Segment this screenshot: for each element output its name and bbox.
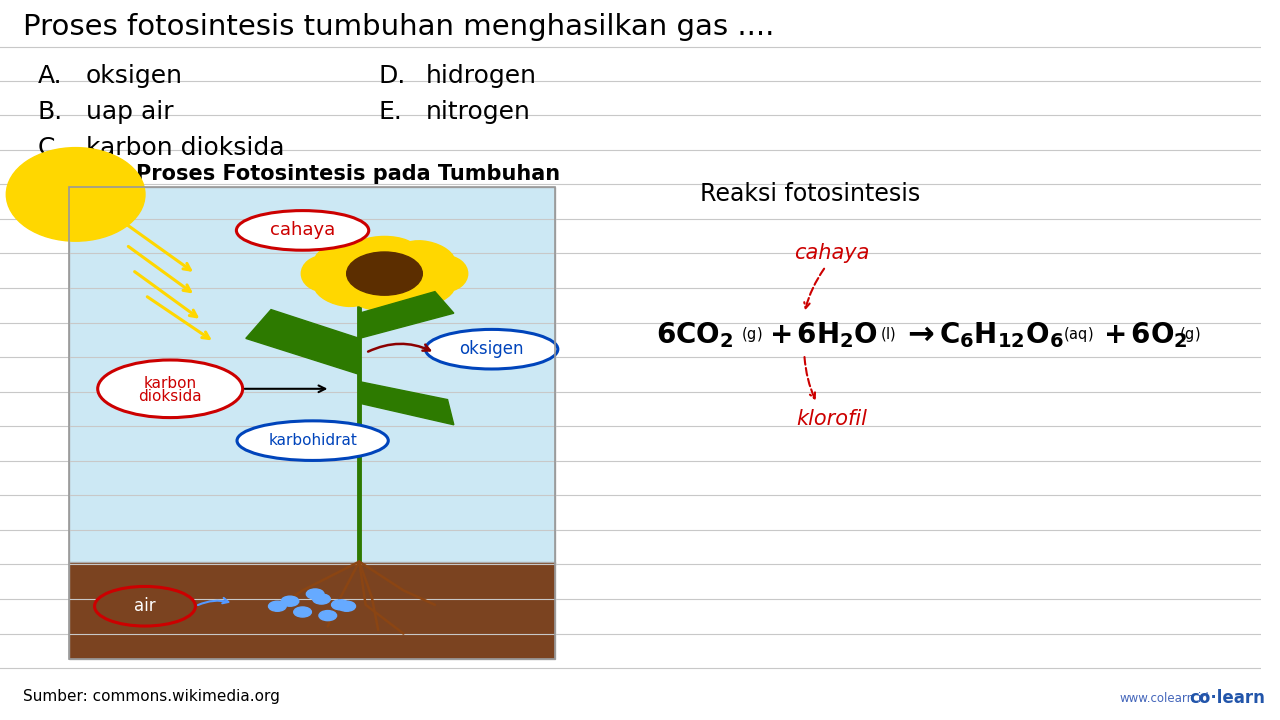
Circle shape [269, 601, 287, 611]
Text: $\mathbf{6CO_2}$: $\mathbf{6CO_2}$ [655, 320, 733, 350]
Circle shape [332, 600, 349, 610]
Text: $\mathbf{C_6H_{12}O_6}$: $\mathbf{C_6H_{12}O_6}$ [940, 320, 1064, 350]
Text: Reaksi fotosintesis: Reaksi fotosintesis [700, 182, 920, 207]
Text: C.: C. [38, 135, 63, 160]
Ellipse shape [425, 330, 558, 369]
Text: air: air [134, 598, 156, 615]
Text: dioksida: dioksida [138, 389, 202, 403]
Ellipse shape [314, 240, 369, 272]
Text: karbohidrat: karbohidrat [269, 433, 357, 448]
Text: $\mathsf{_{(l)}}$: $\mathsf{_{(l)}}$ [879, 325, 896, 345]
Text: Proses fotosintesis tumbuhan menghasilkan gas ....: Proses fotosintesis tumbuhan menghasilka… [23, 14, 774, 41]
Text: uap air: uap air [86, 99, 173, 124]
Circle shape [319, 611, 337, 621]
Text: $\mathbf{\rightarrow}$: $\mathbf{\rightarrow}$ [901, 319, 934, 351]
Ellipse shape [353, 236, 416, 262]
Polygon shape [360, 382, 454, 425]
Text: klorofil: klorofil [796, 409, 868, 429]
Text: co·learn: co·learn [1189, 690, 1265, 707]
Text: oksigen: oksigen [86, 63, 183, 88]
Text: cahaya: cahaya [270, 222, 335, 239]
Circle shape [306, 589, 324, 599]
Text: oksigen: oksigen [460, 341, 524, 359]
Circle shape [312, 594, 330, 604]
Ellipse shape [399, 240, 454, 272]
Text: $\mathsf{_{(aq)}}$: $\mathsf{_{(aq)}}$ [1062, 325, 1093, 345]
Ellipse shape [6, 148, 145, 241]
Text: $\mathsf{_{(g)}}$: $\mathsf{_{(g)}}$ [741, 325, 763, 345]
Text: $\mathsf{_{(g)}}$: $\mathsf{_{(g)}}$ [1179, 325, 1201, 345]
Text: nitrogen: nitrogen [426, 99, 531, 124]
Ellipse shape [353, 285, 416, 311]
Text: B.: B. [38, 99, 63, 124]
Polygon shape [360, 292, 454, 338]
Circle shape [293, 607, 311, 617]
Text: cahaya: cahaya [795, 243, 869, 264]
Text: www.colearn.id: www.colearn.id [1120, 692, 1210, 705]
Circle shape [282, 596, 298, 606]
Text: $\mathbf{+ \, 6H_2O}$: $\mathbf{+ \, 6H_2O}$ [769, 320, 878, 350]
Ellipse shape [237, 420, 388, 461]
Ellipse shape [237, 210, 369, 251]
Ellipse shape [95, 586, 196, 626]
Text: E.: E. [378, 99, 402, 124]
Text: Sumber: commons.wikimedia.org: Sumber: commons.wikimedia.org [23, 690, 279, 704]
Ellipse shape [301, 256, 347, 292]
Ellipse shape [399, 275, 454, 307]
Ellipse shape [97, 360, 243, 418]
Text: Proses Fotosintesis pada Tumbuhan: Proses Fotosintesis pada Tumbuhan [136, 164, 561, 184]
Polygon shape [246, 310, 360, 374]
Text: A.: A. [38, 63, 63, 88]
Ellipse shape [422, 256, 467, 292]
Text: hidrogen: hidrogen [426, 63, 538, 88]
Text: karbon: karbon [143, 376, 197, 390]
Text: $\mathbf{+ \, 6O_2}$: $\mathbf{+ \, 6O_2}$ [1103, 320, 1188, 350]
Circle shape [338, 601, 356, 611]
Text: karbon dioksida: karbon dioksida [86, 135, 284, 160]
Ellipse shape [314, 275, 369, 307]
FancyBboxPatch shape [69, 187, 554, 565]
FancyBboxPatch shape [69, 562, 554, 659]
Circle shape [347, 252, 422, 295]
Text: D.: D. [378, 63, 406, 88]
